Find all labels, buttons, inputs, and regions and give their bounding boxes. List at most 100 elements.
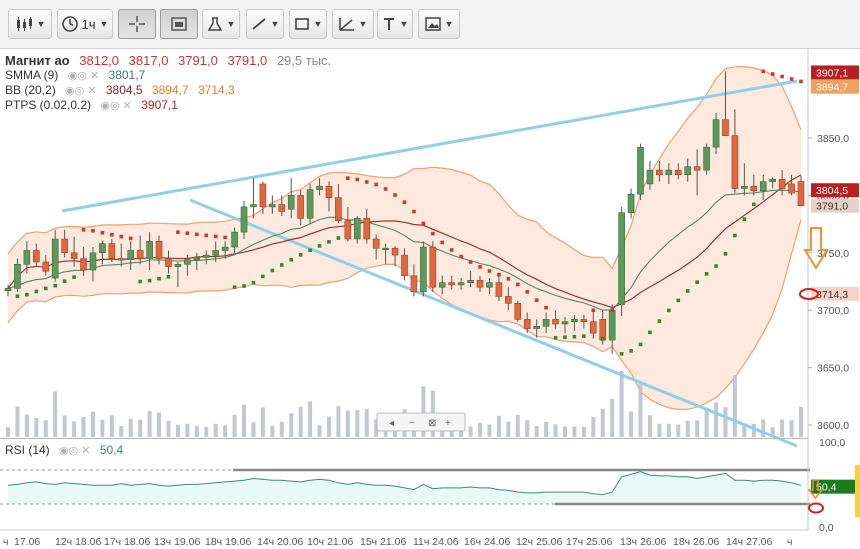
volume-bar: [647, 415, 652, 437]
volume-bar: [657, 423, 662, 437]
parabolic-sar-dot: [600, 337, 605, 341]
parabolic-sar-dot: [685, 289, 690, 293]
volume-bar: [194, 426, 199, 437]
volume-bar: [308, 401, 313, 437]
volume-bar: [685, 420, 690, 437]
volume-bar: [100, 419, 105, 437]
parabolic-sar-dot: [298, 253, 303, 257]
arrow-down-annotation: [807, 479, 824, 500]
scroll-controls[interactable]: ◂ − ⊠ +: [376, 412, 466, 432]
candle-body: [476, 280, 484, 288]
time-axis-label: ч: [3, 536, 8, 548]
candle-body: [231, 231, 238, 248]
chart-type-button[interactable]: ▼: [8, 9, 52, 39]
price-tick-label: 3850,0: [817, 133, 849, 145]
pane-separator: [0, 438, 808, 439]
time-axis-label: 17ч 18.06: [104, 536, 151, 548]
chevron-down-icon: ▼: [444, 19, 454, 29]
parabolic-sar-dot: [213, 234, 218, 239]
ohlc-open: 3812,0: [79, 53, 120, 68]
time-axis-label: 16ч 24.06: [464, 536, 511, 548]
parabolic-sar-dot: [742, 217, 747, 221]
time-axis-label: ч: [787, 536, 792, 548]
parabolic-sar-dot: [667, 308, 671, 313]
reset-zoom-icon[interactable]: ⊠: [428, 418, 436, 429]
parabolic-sar-dot: [279, 263, 284, 267]
parabolic-sar-dot: [695, 280, 699, 284]
visibility-eye-icon[interactable]: ◉◎ ✕: [59, 445, 91, 457]
volume-bar: [374, 419, 379, 437]
candle-body: [637, 146, 644, 195]
image-icon: [424, 17, 441, 31]
candle-body: [703, 146, 710, 171]
parabolic-sar-dot: [789, 77, 794, 81]
volume-bar: [24, 414, 29, 437]
parabolic-sar-dot: [591, 308, 596, 312]
volume-bar: [119, 426, 124, 437]
ohlc-close: 3791,0: [227, 53, 268, 68]
price-chart[interactable]: 3850,03800,03750,03700,03650,03600,0100,…: [0, 48, 860, 549]
price-marker-label: 3907,1: [816, 67, 848, 79]
line-tool-icon: [251, 18, 266, 30]
volume-bar: [223, 425, 228, 437]
candle-body: [4, 288, 12, 291]
parabolic-sar-dot: [346, 176, 350, 180]
parabolic-sar-dot: [232, 285, 237, 290]
text-tool-button[interactable]: ▼: [377, 9, 413, 39]
candle-body: [646, 169, 654, 185]
interval-button[interactable]: 1ч ▼: [57, 9, 113, 39]
candle-body: [33, 250, 40, 263]
candle-body: [108, 243, 116, 259]
visibility-eye-icon[interactable]: ◉◎ ✕: [65, 85, 97, 97]
volume-bar: [6, 427, 10, 437]
candle-body: [212, 250, 219, 256]
data-window-button[interactable]: [160, 9, 198, 39]
volume-bar: [799, 406, 803, 437]
volume-bar: [90, 411, 95, 437]
volume-bar: [496, 415, 501, 437]
draw-line-button[interactable]: ▼: [246, 9, 284, 39]
candle-body: [420, 246, 427, 293]
candle-body: [523, 319, 531, 329]
chevron-down-icon: ▼: [99, 19, 109, 29]
chevron-down-icon: ▼: [358, 19, 368, 29]
candle-body: [344, 220, 352, 240]
zoom-in-icon[interactable]: +: [445, 418, 451, 429]
zoom-out-icon[interactable]: −: [409, 418, 415, 429]
trend-line-upper[interactable]: [61, 79, 798, 213]
smma-label: SMMA (9): [5, 68, 59, 82]
parabolic-sar-dot: [393, 193, 397, 197]
crosshair-button[interactable]: [118, 9, 156, 39]
trend-line-lower[interactable]: [189, 198, 798, 448]
ptps-label: PTPS (0.02,0.2): [5, 98, 92, 112]
candle-body: [797, 181, 805, 207]
arrow-down-annotation: [803, 227, 829, 270]
fibonacci-button[interactable]: ▼: [332, 9, 374, 39]
visibility-eye-icon[interactable]: ◉◎ ✕: [100, 100, 132, 112]
chevron-down-icon: ▼: [313, 19, 323, 29]
snapshot-button[interactable]: ▼: [418, 9, 460, 39]
volume-bar: [317, 425, 322, 437]
parabolic-sar-dot: [582, 334, 586, 338]
parabolic-sar-dot: [459, 254, 463, 259]
interval-label: 1ч: [81, 16, 96, 32]
scroll-left-icon[interactable]: ◂: [389, 418, 394, 429]
text-icon: [383, 18, 394, 30]
candle-body: [23, 250, 31, 265]
price-marker-label: 3791,0: [816, 201, 848, 213]
parabolic-sar-dot: [147, 278, 152, 283]
visibility-eye-icon[interactable]: ◉◎ ✕: [67, 70, 100, 82]
volume-bar: [468, 426, 473, 437]
draw-shape-button[interactable]: ▼: [289, 9, 327, 39]
rsi-tick-label: 0,0: [819, 522, 834, 534]
indicators-button[interactable]: ▼: [202, 9, 240, 39]
volume-bar: [53, 391, 58, 437]
volume-bar: [421, 386, 426, 437]
candle-body: [61, 238, 68, 254]
parabolic-sar-dot: [128, 236, 133, 241]
candle-body: [353, 218, 361, 240]
volume-bar: [204, 426, 209, 437]
parabolic-sar-dot: [34, 289, 39, 294]
ptps-value: 3907,1: [141, 98, 178, 112]
price-marker: [811, 198, 859, 213]
